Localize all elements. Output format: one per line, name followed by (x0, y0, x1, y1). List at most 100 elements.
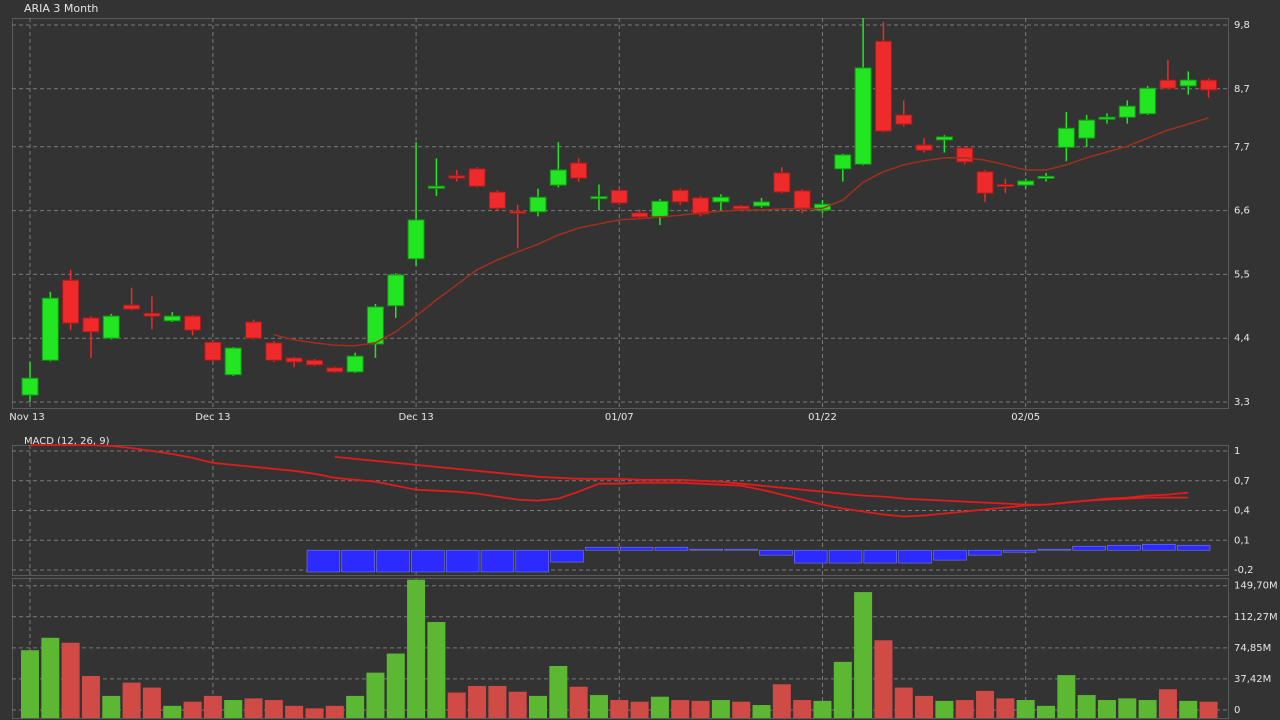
volume-bar (508, 691, 527, 718)
y-tick-label: 3,3 (1234, 397, 1250, 408)
x-tick-label: Dec 13 (398, 412, 433, 423)
candle-body (305, 359, 323, 366)
volume-bar (1077, 695, 1096, 718)
y-tick-label: 74,85M (1234, 643, 1271, 654)
candle-body (996, 184, 1014, 187)
line (30, 444, 1189, 518)
histogram-bar (863, 549, 897, 564)
candle-body (590, 196, 608, 200)
volume-bar (447, 692, 466, 718)
y-tick-label: 6,6 (1234, 206, 1250, 217)
volume-bar (163, 705, 182, 718)
macd-title: MACD (12, 26, 9) (24, 436, 110, 447)
volume-bar (1037, 705, 1055, 718)
x-tick-label: Dec 13 (195, 412, 230, 423)
candle-body (245, 321, 263, 339)
histogram-bar (550, 549, 584, 563)
histogram-bar (376, 549, 410, 573)
y-tick-label: 1 (1234, 446, 1240, 457)
candle-body (813, 203, 831, 211)
candle-body (326, 367, 344, 373)
x-tick-label: 02/05 (1011, 412, 1040, 423)
volume-bar (976, 690, 995, 718)
volume-bar (1118, 698, 1137, 718)
volume-bar (224, 700, 243, 718)
candle-body (21, 377, 39, 396)
histogram-bar (585, 546, 619, 551)
y-tick-label: 9,8 (1234, 20, 1250, 31)
y-tick-label: 7,7 (1234, 142, 1250, 153)
volume-bar (468, 685, 487, 718)
volume-bar (81, 675, 100, 718)
candle-body (935, 136, 953, 141)
volume-bar (325, 705, 344, 718)
volume-bar (264, 700, 283, 718)
volume-bar (1138, 700, 1157, 718)
candle-body (570, 162, 588, 179)
candle-body (1139, 87, 1157, 115)
candle-body (753, 201, 771, 207)
histogram-bar (689, 548, 723, 551)
candle-body (1017, 180, 1035, 186)
y-tick-label: -0,2 (1234, 565, 1254, 576)
volume-bar (1179, 700, 1198, 718)
candle-body (529, 196, 547, 213)
candle-body (62, 279, 80, 324)
volume-bar (793, 700, 812, 718)
y-tick-label: 5,5 (1234, 269, 1250, 280)
candle-body (915, 144, 933, 151)
histogram-bar (724, 548, 758, 551)
candle-body (427, 185, 445, 189)
candle-body (956, 147, 974, 163)
candle-body (488, 191, 506, 209)
histogram-bar (515, 549, 549, 573)
candle-body (976, 171, 994, 194)
volume-bar (589, 695, 608, 718)
histogram-bar (1142, 543, 1176, 551)
volume-bar (996, 698, 1015, 718)
price-pane (12, 18, 1229, 409)
volume-bar (427, 622, 446, 718)
volume-bar (203, 695, 222, 718)
histogram-bar (968, 549, 1002, 556)
histogram-bar (620, 546, 654, 551)
candle-body (366, 306, 384, 345)
volume-bar (1199, 701, 1218, 718)
volume-bar (833, 661, 852, 718)
candle-body (732, 205, 750, 210)
volume-bar (366, 672, 385, 718)
histogram-bar (1037, 548, 1072, 551)
volume-bar (813, 700, 832, 718)
candle-body (41, 297, 59, 361)
volume-bar (61, 642, 80, 718)
volume-bar (1097, 700, 1116, 718)
volume-bar (772, 684, 791, 718)
candle-body (448, 175, 466, 179)
candle-body (82, 317, 100, 333)
volume-bar (732, 701, 751, 718)
volume-bar (244, 698, 263, 718)
volume-bar (894, 687, 913, 718)
volume-bar (41, 637, 60, 718)
histogram-bar (1072, 545, 1106, 551)
volume-bar (122, 682, 141, 718)
histogram-bar (898, 549, 932, 564)
candle-body (692, 197, 710, 215)
volume-bar (529, 695, 547, 718)
candle-body (834, 154, 852, 170)
volume-bar (935, 700, 954, 718)
candle-body (874, 40, 892, 132)
volume-bar (1016, 700, 1035, 718)
line (273, 117, 1209, 347)
volume-bar (1158, 689, 1177, 718)
volume-bar (854, 592, 873, 718)
volume-bar (102, 695, 121, 718)
volume-bar (1057, 675, 1076, 718)
volume-pane (12, 578, 1229, 719)
chart-title: ARIA 3 Month (24, 2, 98, 15)
volume-bar (752, 705, 771, 718)
candle-body (895, 114, 913, 125)
y-tick-label: 8,7 (1234, 84, 1250, 95)
